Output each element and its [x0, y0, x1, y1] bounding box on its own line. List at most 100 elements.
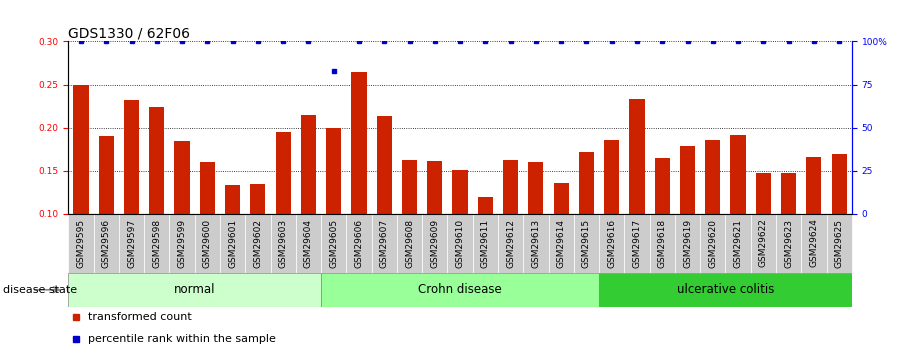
FancyBboxPatch shape: [346, 214, 372, 273]
Bar: [275, 132, 291, 300]
Text: GSM29597: GSM29597: [127, 219, 136, 268]
FancyBboxPatch shape: [599, 273, 852, 307]
Text: ulcerative colitis: ulcerative colitis: [677, 283, 774, 296]
FancyBboxPatch shape: [574, 214, 599, 273]
Bar: [731, 135, 745, 300]
Bar: [781, 172, 796, 300]
FancyBboxPatch shape: [271, 214, 296, 273]
Text: disease state: disease state: [3, 285, 77, 295]
Text: GSM29605: GSM29605: [329, 219, 338, 268]
Bar: [680, 146, 695, 300]
Text: GSM29609: GSM29609: [430, 219, 439, 268]
Bar: [74, 85, 88, 300]
Text: GSM29615: GSM29615: [582, 219, 591, 268]
Text: GSM29623: GSM29623: [784, 219, 793, 268]
Bar: [326, 128, 342, 300]
Bar: [528, 162, 544, 300]
Bar: [630, 99, 645, 300]
FancyBboxPatch shape: [372, 214, 397, 273]
Bar: [806, 157, 822, 300]
Bar: [503, 160, 518, 300]
Text: GSM29612: GSM29612: [507, 219, 515, 268]
Text: GSM29596: GSM29596: [102, 219, 111, 268]
Bar: [655, 158, 670, 300]
FancyBboxPatch shape: [397, 214, 422, 273]
Bar: [578, 152, 594, 300]
Text: GSM29608: GSM29608: [405, 219, 414, 268]
Text: GSM29616: GSM29616: [608, 219, 616, 268]
Text: GSM29614: GSM29614: [557, 219, 566, 268]
FancyBboxPatch shape: [144, 214, 169, 273]
Bar: [98, 136, 114, 300]
Text: GSM29620: GSM29620: [708, 219, 717, 268]
FancyBboxPatch shape: [245, 214, 271, 273]
FancyBboxPatch shape: [802, 214, 826, 273]
Bar: [251, 184, 265, 300]
FancyBboxPatch shape: [94, 214, 118, 273]
FancyBboxPatch shape: [725, 214, 751, 273]
FancyBboxPatch shape: [498, 214, 523, 273]
FancyBboxPatch shape: [776, 214, 802, 273]
FancyBboxPatch shape: [473, 214, 498, 273]
Text: GSM29599: GSM29599: [178, 219, 187, 268]
FancyBboxPatch shape: [751, 214, 776, 273]
Text: GSM29602: GSM29602: [253, 219, 262, 268]
Bar: [453, 170, 467, 300]
Bar: [604, 140, 619, 300]
Text: GSM29621: GSM29621: [733, 219, 742, 268]
Text: transformed count: transformed count: [87, 312, 191, 322]
Text: GSM29619: GSM29619: [683, 219, 692, 268]
FancyBboxPatch shape: [195, 214, 220, 273]
Text: GSM29625: GSM29625: [834, 219, 844, 268]
Text: GSM29622: GSM29622: [759, 219, 768, 267]
Bar: [225, 186, 241, 300]
Bar: [149, 107, 164, 300]
Text: GSM29613: GSM29613: [531, 219, 540, 268]
Text: GSM29606: GSM29606: [354, 219, 363, 268]
FancyBboxPatch shape: [296, 214, 321, 273]
Bar: [175, 141, 189, 300]
FancyBboxPatch shape: [826, 214, 852, 273]
FancyBboxPatch shape: [701, 214, 725, 273]
Bar: [427, 161, 443, 300]
FancyBboxPatch shape: [548, 214, 574, 273]
Text: GSM29600: GSM29600: [203, 219, 212, 268]
Bar: [477, 197, 493, 300]
Bar: [352, 71, 366, 300]
FancyBboxPatch shape: [321, 273, 599, 307]
FancyBboxPatch shape: [220, 214, 245, 273]
Text: GSM29624: GSM29624: [809, 219, 818, 267]
Text: GSM29604: GSM29604: [304, 219, 312, 268]
Text: normal: normal: [174, 283, 215, 296]
Bar: [832, 154, 846, 300]
FancyBboxPatch shape: [650, 214, 675, 273]
FancyBboxPatch shape: [523, 214, 548, 273]
Bar: [124, 100, 139, 300]
Bar: [376, 117, 392, 300]
Text: GSM29603: GSM29603: [279, 219, 288, 268]
Text: percentile rank within the sample: percentile rank within the sample: [87, 334, 276, 344]
FancyBboxPatch shape: [447, 214, 473, 273]
Text: GSM29595: GSM29595: [77, 219, 86, 268]
Bar: [554, 183, 568, 300]
Text: GSM29611: GSM29611: [481, 219, 490, 268]
Bar: [200, 162, 215, 300]
FancyBboxPatch shape: [675, 214, 701, 273]
Bar: [402, 159, 417, 300]
Text: GSM29601: GSM29601: [228, 219, 237, 268]
FancyBboxPatch shape: [321, 214, 346, 273]
FancyBboxPatch shape: [68, 214, 94, 273]
Bar: [705, 140, 721, 300]
FancyBboxPatch shape: [599, 214, 624, 273]
Text: GSM29618: GSM29618: [658, 219, 667, 268]
FancyBboxPatch shape: [624, 214, 650, 273]
FancyBboxPatch shape: [68, 273, 321, 307]
Bar: [756, 173, 771, 300]
Bar: [301, 115, 316, 300]
Text: GSM29598: GSM29598: [152, 219, 161, 268]
Text: GSM29617: GSM29617: [632, 219, 641, 268]
Text: GSM29607: GSM29607: [380, 219, 389, 268]
Text: Crohn disease: Crohn disease: [418, 283, 502, 296]
FancyBboxPatch shape: [169, 214, 195, 273]
FancyBboxPatch shape: [422, 214, 447, 273]
